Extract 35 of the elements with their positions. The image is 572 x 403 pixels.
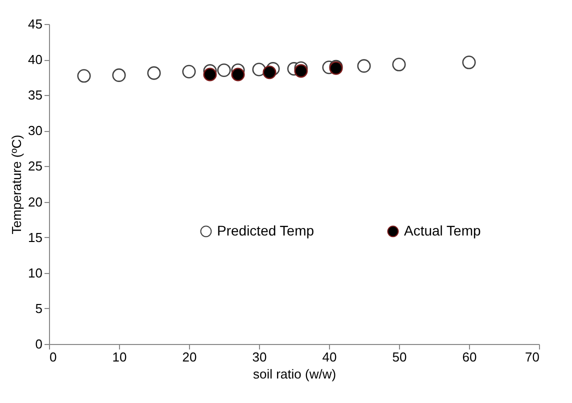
point	[112, 68, 126, 82]
x-tick-label: 0	[50, 350, 57, 364]
y-tick-label: 25	[28, 158, 42, 174]
y-tick-label: 5	[35, 300, 42, 316]
x-tick-label: 30	[252, 350, 267, 364]
y-axis-title: Temperature (ºC)	[9, 134, 24, 234]
point	[252, 62, 266, 76]
legend-label: Actual Temp	[404, 222, 481, 238]
y-tick-label: 10	[28, 265, 42, 280]
point	[392, 58, 406, 72]
x-tick-label: 60	[462, 350, 477, 364]
point	[262, 66, 276, 80]
y-tick-label: 15	[28, 230, 42, 245]
y-tick-label: 45	[28, 16, 42, 32]
y-tick-label: 20	[28, 194, 42, 210]
point	[357, 59, 371, 73]
x-tick-label: 50	[392, 350, 407, 364]
y-tick-label: 40	[28, 52, 42, 68]
y-tick-label: 30	[28, 123, 42, 138]
point	[77, 69, 91, 83]
y-tick-label: 0	[35, 336, 42, 352]
point	[203, 68, 217, 82]
x-tick-label: 40	[322, 350, 337, 364]
point	[231, 68, 245, 82]
x-tick-label: 10	[112, 350, 127, 364]
point	[182, 64, 196, 78]
point	[147, 66, 161, 80]
x-axis-title: soil ratio (w/w)	[252, 366, 336, 382]
y-tick-label: 35	[28, 88, 42, 103]
legend-label: Predicted Temp	[217, 222, 314, 238]
point	[294, 64, 308, 78]
x-tick-label: 20	[182, 350, 197, 364]
x-tick-label: 70	[525, 350, 540, 364]
point	[462, 56, 476, 70]
point	[217, 63, 231, 77]
